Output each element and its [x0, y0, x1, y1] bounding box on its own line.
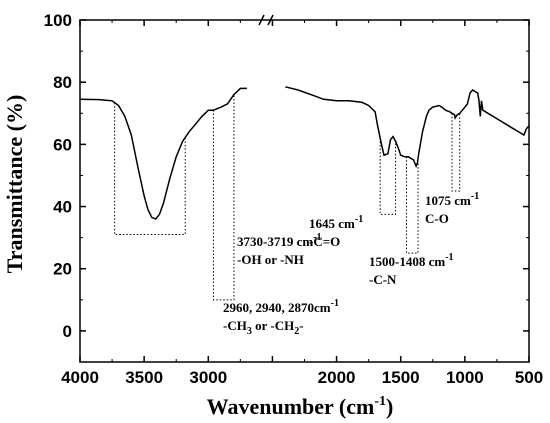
annotation-text: 3 — [247, 326, 252, 337]
x-ticks: 4000 3500 3000 2000 1500 1000 500 — [61, 20, 543, 387]
y-tick-label: 80 — [53, 73, 72, 92]
annotation-text: 1645 cm — [309, 216, 355, 231]
annotation-text: -1 — [331, 298, 339, 309]
x-tick-label: 1500 — [382, 368, 420, 387]
annotation-text: -1 — [313, 232, 321, 243]
y-axis-title: Transmittance (%) — [2, 95, 27, 274]
bracket-guide — [451, 113, 461, 192]
guide-lines — [114, 94, 461, 301]
y-tick-label: 40 — [53, 198, 72, 217]
annotation-text: 2960, 2940, 2870cm — [223, 300, 331, 315]
annotation-line: -C=O — [309, 234, 340, 249]
annotation-text: -C=O — [309, 234, 340, 249]
annotation-line: C-O — [425, 211, 449, 226]
x-axis-title-tail: ) — [386, 394, 393, 419]
annotation-line: 1645 cm-1 — [309, 214, 363, 231]
annotation-line: 1500-1408 cm-1 — [369, 252, 454, 269]
annotation-text: -C-N — [369, 272, 397, 287]
annotation-text: 3730-3719 cm — [237, 234, 313, 249]
x-tick-label: 3500 — [125, 368, 163, 387]
y-tick-label: 0 — [63, 322, 72, 341]
annotation-line: -OH or -NH — [237, 252, 304, 267]
annotation-text: 2 — [294, 326, 299, 337]
annotation-text: C-O — [425, 211, 449, 226]
annotation-text: - — [299, 318, 303, 333]
bracket-guide — [405, 156, 419, 254]
x-tick-label: 500 — [515, 368, 543, 387]
annotation-text: -CH — [223, 318, 247, 333]
y-tick-label: 100 — [44, 11, 72, 30]
x-tick-label: 3000 — [189, 368, 227, 387]
annotation-line: 2960, 2940, 2870cm-1 — [223, 298, 339, 315]
annotation-line: 1075 cm-1 — [425, 191, 479, 208]
y-tick-label: 60 — [53, 135, 72, 154]
x-tick-label: 2000 — [318, 368, 356, 387]
annotation-text: or -CH — [252, 318, 294, 333]
spectrum-line — [79, 86, 530, 220]
x-tick-label: 1000 — [446, 368, 484, 387]
annotation-line: 3730-3719 cm-1 — [237, 232, 322, 249]
annotation-text: -OH or -NH — [237, 252, 304, 267]
annotation-text: 1500-1408 cm — [369, 254, 445, 269]
annotation-line: -C-N — [369, 272, 397, 287]
y-tick-label: 20 — [53, 260, 72, 279]
x-axis-title: Wavenumber (cm-1) — [207, 394, 394, 419]
y-ticks: 0 20 40 60 80 100 — [44, 11, 529, 341]
annotation-text: -1 — [471, 191, 479, 202]
bracket-guide — [212, 94, 235, 301]
x-tick-label: 4000 — [61, 368, 99, 387]
x-axis-title-sup: -1 — [374, 394, 386, 409]
annotation-text: 1075 cm — [425, 193, 471, 208]
annotation-text: -1 — [355, 214, 363, 225]
annotation-line: -CH3 or -CH2- — [223, 318, 304, 337]
x-axis-title-main: Wavenumber (cm — [207, 394, 375, 419]
annotation-text: -1 — [445, 252, 453, 263]
